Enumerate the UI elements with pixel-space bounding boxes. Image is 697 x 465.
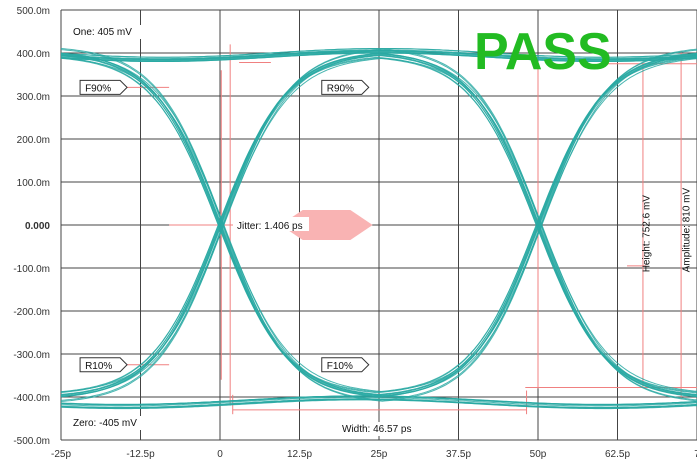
y-tick-label: 300.0m — [17, 92, 50, 103]
y-tick-label: -500.0m — [13, 436, 50, 447]
marker-label: F90% — [85, 83, 111, 94]
eye-trace-high — [60, 50, 697, 61]
eye-trace-low — [60, 396, 697, 407]
eye-trace-rise — [60, 55, 697, 396]
x-tick-label: 7 — [694, 449, 697, 460]
x-tick-label: 25p — [371, 449, 388, 460]
y-tick-label: 400.0m — [17, 49, 50, 60]
eye-trace-fall — [60, 54, 697, 395]
y-tick-label: -300.0m — [13, 350, 50, 361]
eye-trace-fall — [60, 53, 697, 397]
y-tick-label: 100.0m — [17, 178, 50, 189]
width-label-bg — [339, 422, 425, 436]
eye-trace-low — [60, 395, 697, 406]
width-label: Width: 46.57 ps — [342, 424, 411, 435]
y-tick-label: -100.0m — [13, 264, 50, 275]
marker-label: F10% — [327, 361, 353, 372]
y-tick-label: 500.0m — [17, 6, 50, 17]
x-tick-label: 50p — [530, 449, 547, 460]
eye-trace-high — [60, 52, 697, 62]
x-tick-label: -25p — [51, 449, 71, 460]
zero-label-bg — [70, 416, 150, 430]
level-markers: F90% R90% R10% F10% — [79, 79, 370, 373]
x-tick-label: 0 — [217, 449, 223, 460]
y-tick-label: 200.0m — [17, 135, 50, 146]
marker-tag — [321, 357, 370, 373]
one-label-bg — [70, 25, 144, 39]
y-tick-label: -400.0m — [13, 393, 50, 404]
eye-trace-fall — [60, 49, 697, 401]
zero-level-label: Zero: -405 mV — [73, 418, 137, 429]
eye-trace-low — [60, 398, 697, 408]
jitter-label: Jitter: 1.406 ps — [237, 221, 303, 232]
x-tick-label: 12.5p — [287, 449, 312, 460]
amplitude-label: Amplitude: 810 mV — [681, 187, 692, 272]
axis-labels: -25p -12.5p 0 12.5p 25p 37.5p 50p 62.5p 7 500.0m 4… — [13, 6, 697, 460]
eye-trace-high — [60, 51, 697, 61]
eye-trace-high — [60, 48, 697, 58]
y-tick-label: 0.000 — [25, 221, 50, 232]
y-tick-label: -200.0m — [13, 307, 50, 318]
x-tick-label: 62.5p — [605, 449, 630, 460]
eye-traces — [60, 48, 697, 410]
jitter-label-bg — [233, 217, 309, 231]
marker-label: R10% — [85, 361, 112, 372]
x-tick-label: 37.5p — [446, 449, 471, 460]
marker-tag — [321, 79, 370, 95]
eye-trace-rise — [60, 49, 697, 401]
marker-label: R90% — [327, 83, 354, 94]
x-tick-label: -12.5p — [126, 449, 155, 460]
height-label: Height: 752.6 mV — [641, 195, 652, 273]
annotations: Jitter: 1.406 ps One: 405 mV Zero: -405 mV… — [70, 25, 692, 436]
marker-tag — [79, 357, 128, 373]
one-level-label: One: 405 mV — [73, 27, 132, 38]
eye-trace-rise — [60, 53, 697, 397]
marker-tag — [79, 79, 128, 95]
pass-status: PASS — [474, 23, 612, 81]
